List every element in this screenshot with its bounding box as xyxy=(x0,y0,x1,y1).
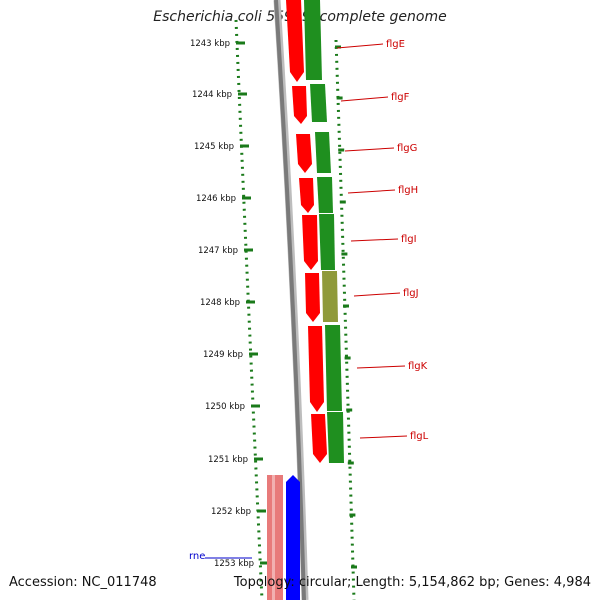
scale-tick-label: 1253 kbp xyxy=(214,559,254,569)
gene-label-flgK[interactable]: flgK xyxy=(408,361,428,372)
gene-label-leader xyxy=(353,292,401,297)
red-cds-track xyxy=(286,0,327,463)
cds-green-flgG xyxy=(315,132,331,173)
topology-line: Topology: circular; Length: 5,154,862 bp… xyxy=(233,575,591,590)
cds-olive-flgJ xyxy=(322,271,338,322)
cds-green-flgH xyxy=(317,177,333,213)
cds-red-flgG xyxy=(296,134,312,173)
gene-label-leader xyxy=(340,96,389,102)
outer-scale-ring xyxy=(334,39,356,600)
gene-label-flgJ[interactable]: flgJ xyxy=(403,288,419,299)
gene-label-leader xyxy=(350,238,399,242)
cds-red-flgF xyxy=(292,86,307,124)
cds-green-flgE xyxy=(304,0,322,80)
cds-red-flgE xyxy=(286,0,304,82)
accession-label: Accession: xyxy=(9,575,78,590)
cds-red-flgI xyxy=(302,215,318,270)
rne-blue-arrow xyxy=(286,475,300,600)
gene-label-flgH[interactable]: flgH xyxy=(398,185,418,196)
cds-red-flgK xyxy=(308,326,324,412)
scale-tick-label: 1244 kbp xyxy=(192,90,232,100)
cds-green-flgL xyxy=(327,412,344,463)
gene-label-leader xyxy=(336,43,384,49)
scale-tick-label: 1249 kbp xyxy=(203,350,243,360)
gene-label-leader xyxy=(347,189,396,194)
rne-pink-highlight xyxy=(272,475,275,600)
gene-label-flgE[interactable]: flgE xyxy=(386,39,405,50)
scale-tick-label: 1251 kbp xyxy=(208,455,248,465)
gene-label-leader xyxy=(344,147,395,152)
scale-tick-label: 1243 kbp xyxy=(190,39,230,49)
scale-tick-label: 1248 kbp xyxy=(200,298,240,308)
cds-red-flgH xyxy=(299,178,314,213)
scale-ticks: 1243 kbp 1244 kbp 1245 kbp 1246 kbp 1247 kbp… xyxy=(190,39,357,569)
accession-line: Accession: NC_011748 xyxy=(9,575,157,590)
accession-value: NC_011748 xyxy=(81,575,157,590)
scale-tick-label: 1252 kbp xyxy=(211,507,251,517)
scale-tick-label: 1250 kbp xyxy=(205,402,245,412)
cds-red-flgL xyxy=(311,414,327,463)
cds-green-flgF xyxy=(310,84,327,122)
cds-red-flgJ xyxy=(305,273,320,322)
gene-label-flgF[interactable]: flgF xyxy=(391,92,410,103)
scale-tick-label: 1245 kbp xyxy=(194,142,234,152)
gene-labels: flgE flgF flgG flgH flgI flgJ flgK flgL rne xyxy=(189,39,429,562)
gene-label-leader xyxy=(356,365,406,369)
gene-label-flgL[interactable]: flgL xyxy=(410,431,429,442)
cds-green-flgK xyxy=(325,325,342,411)
scale-tick-label: 1247 kbp xyxy=(198,246,238,256)
backbone-circle xyxy=(274,0,306,600)
gene-label-flgI[interactable]: flgI xyxy=(401,234,417,245)
gene-label-flgG[interactable]: flgG xyxy=(397,143,417,154)
gene-label-leader xyxy=(359,435,408,439)
inner-scale-ring xyxy=(234,19,264,600)
gene-label-rne[interactable]: rne xyxy=(189,551,205,562)
green-cds-track xyxy=(304,0,344,463)
scale-tick-label: 1246 kbp xyxy=(196,194,236,204)
cds-green-flgI xyxy=(319,214,335,270)
